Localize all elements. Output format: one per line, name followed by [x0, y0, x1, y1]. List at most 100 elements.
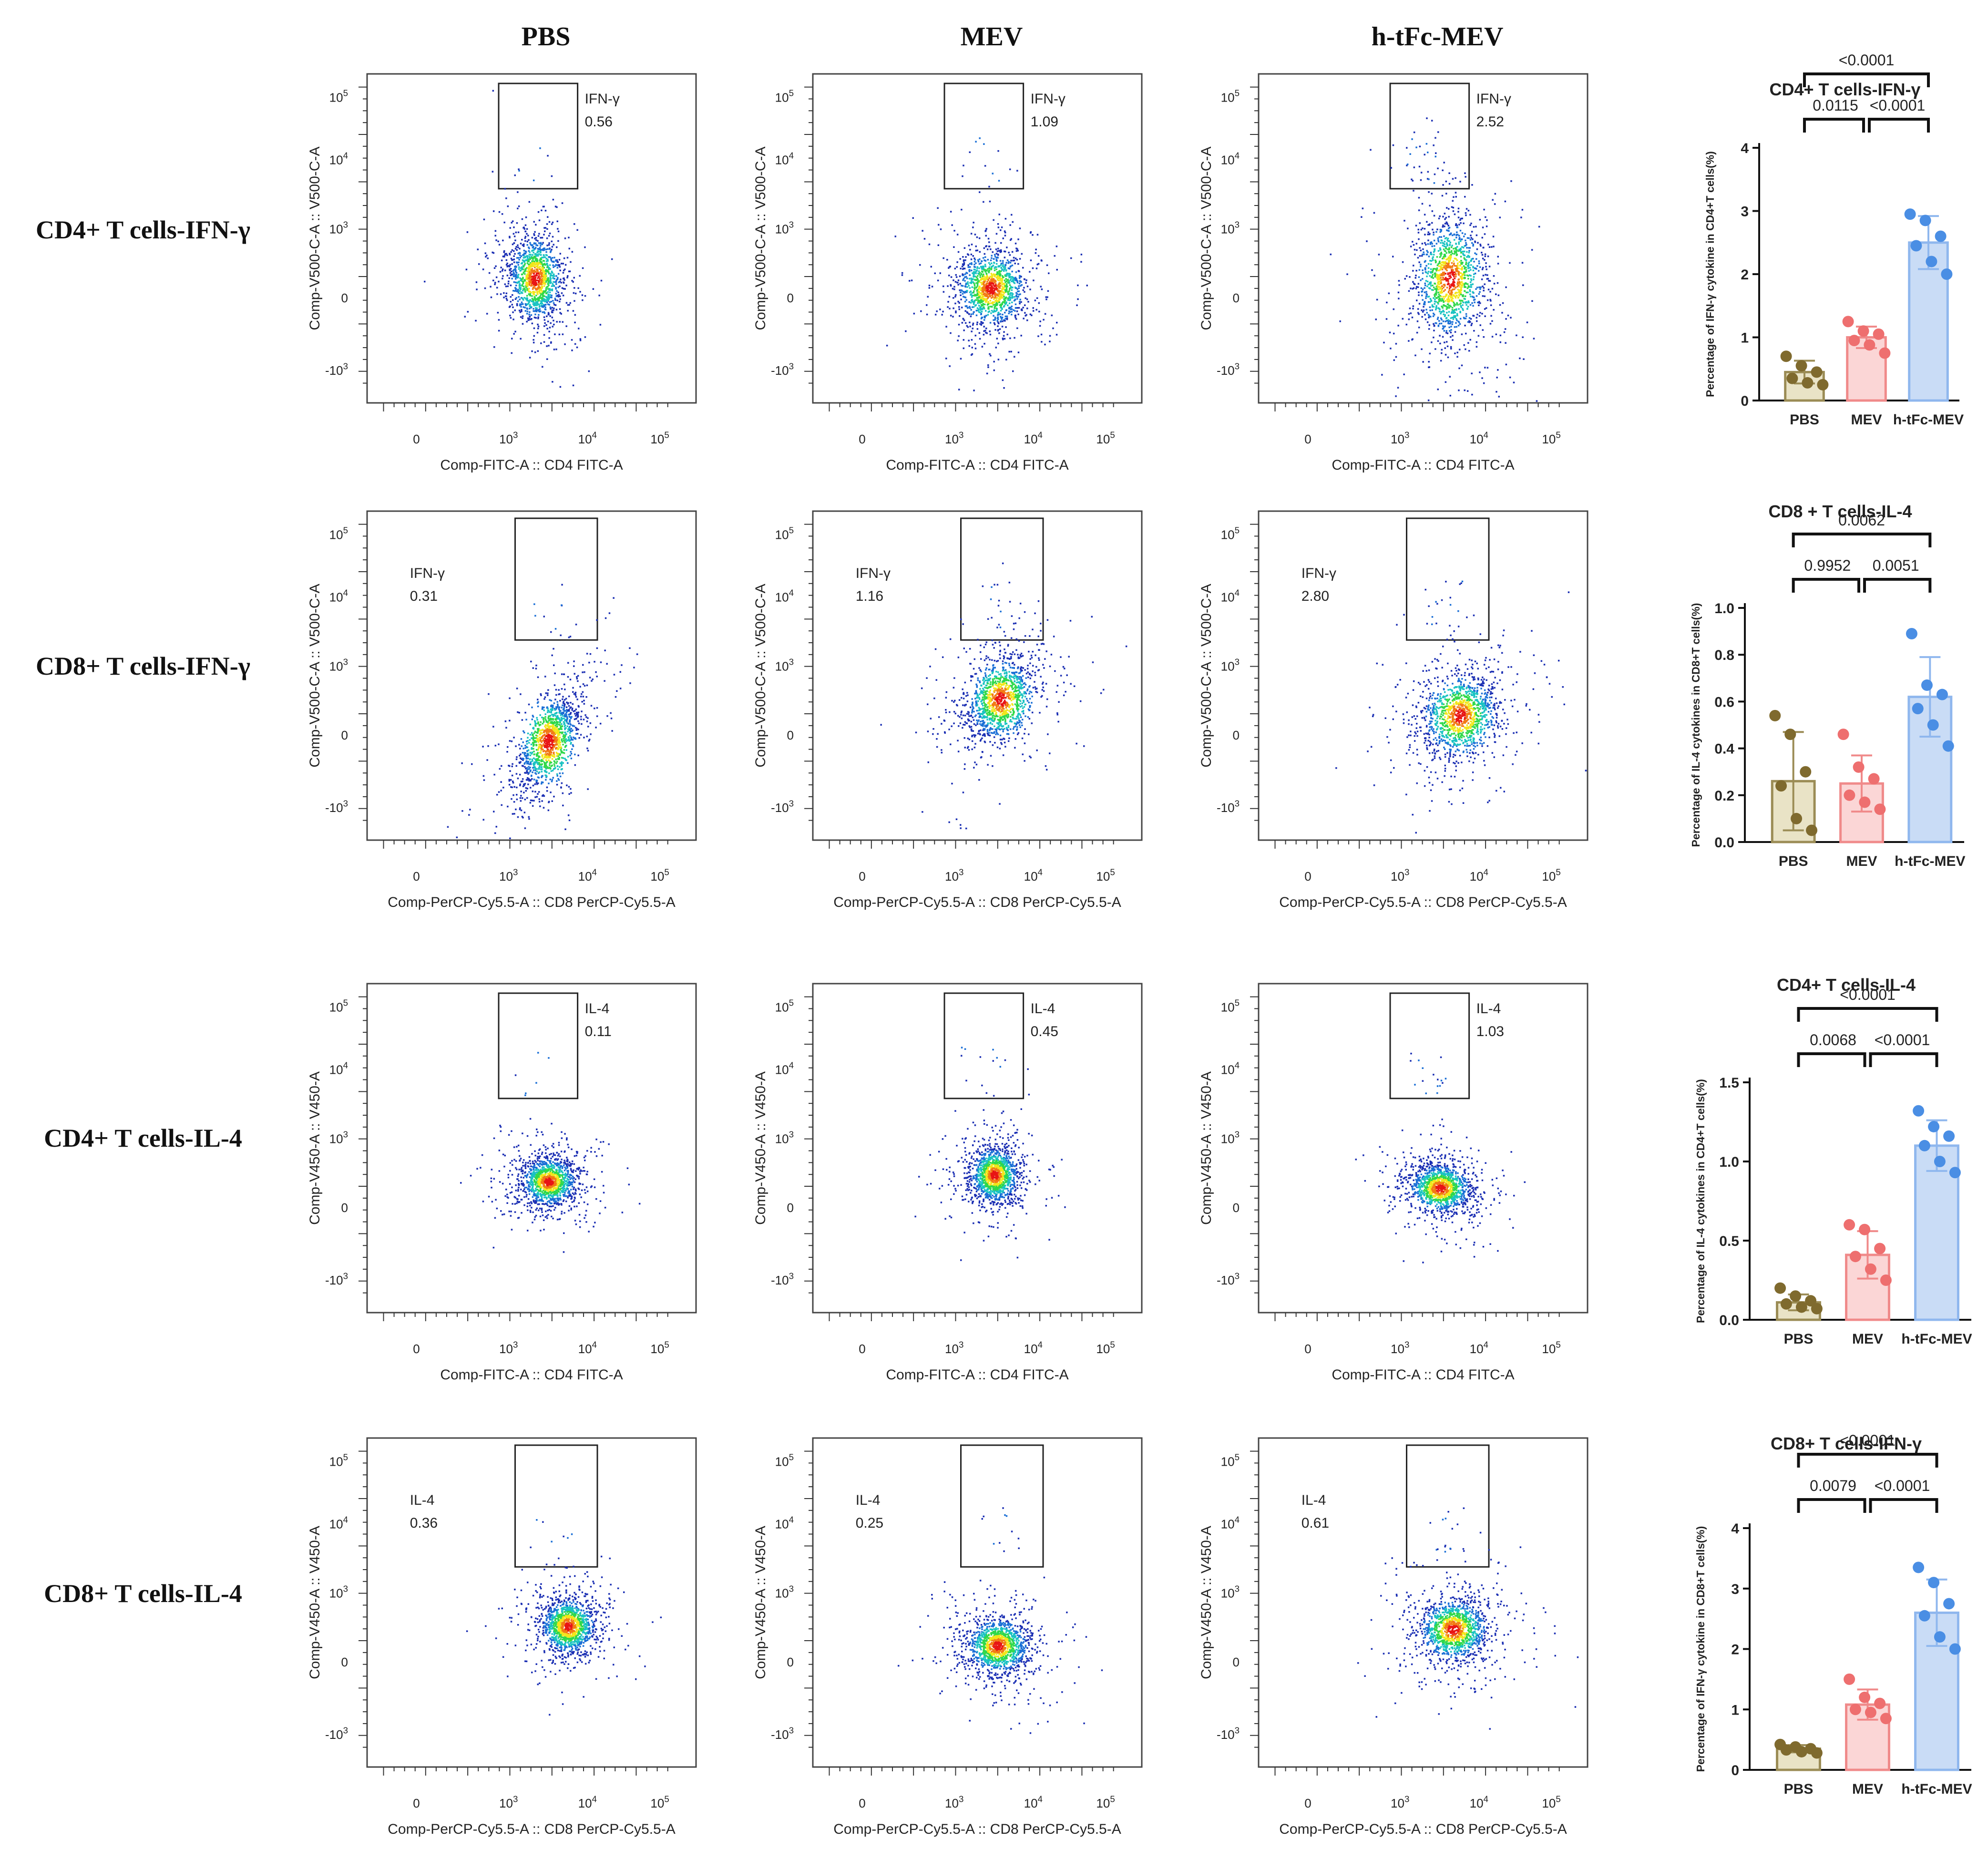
bar-x-tick-label: MEV	[1846, 853, 1877, 869]
gate-value: 0.36	[410, 1515, 438, 1531]
data-point	[1949, 1643, 1961, 1655]
flow-plot-frame	[366, 510, 697, 841]
flow-x-tick: 105	[650, 1794, 669, 1810]
data-point	[1910, 240, 1922, 252]
gate-label: IL-4	[410, 1492, 435, 1508]
flow-y-tick: 103	[329, 1584, 348, 1601]
data-point	[1774, 1282, 1786, 1294]
data-point	[1844, 1673, 1855, 1685]
flow-y-tick: 0	[787, 291, 794, 305]
significance-bracket	[1863, 578, 1932, 593]
significance-bracket	[1797, 1453, 1938, 1468]
flow-y-tick: -103	[771, 798, 794, 815]
flow-x-tick: 104	[1470, 867, 1488, 884]
flow-plot-frame	[366, 983, 697, 1314]
flow-x-tick: 103	[499, 867, 518, 884]
data-point	[1943, 1130, 1955, 1142]
data-point	[1775, 780, 1787, 792]
bar-y-tick-label: 2	[1731, 1642, 1739, 1658]
flow-x-tick: 105	[1542, 1339, 1560, 1356]
data-point	[1913, 1562, 1925, 1573]
significance-bracket	[1869, 1052, 1938, 1067]
flow-x-tick: 0	[859, 1342, 865, 1356]
flow-x-tick: 105	[1542, 867, 1560, 884]
data-point	[1780, 350, 1792, 362]
bar-chart-title: CD8 + T cells-IL-4	[1768, 502, 1912, 521]
data-point	[1806, 824, 1818, 836]
flow-y-tick: 104	[1221, 1515, 1240, 1531]
flow-x-tick: 0	[1304, 869, 1311, 884]
gate-value: 0.61	[1301, 1515, 1329, 1531]
data-point	[1811, 1303, 1823, 1315]
gate-box	[1389, 82, 1470, 190]
gate-value: 0.56	[585, 114, 613, 130]
bar-chart-title: CD4+ T cells-IL-4	[1777, 975, 1916, 995]
data-point	[1844, 789, 1855, 801]
flow-x-tick: 104	[578, 867, 597, 884]
flow-y-tick: 0	[787, 1655, 794, 1669]
significance-bracket	[1797, 1007, 1938, 1022]
data-point	[1868, 773, 1880, 785]
significance-bracket	[1797, 1052, 1866, 1067]
flow-y-tick: 104	[1221, 151, 1240, 167]
significance-bracket	[1869, 1498, 1938, 1513]
data-point	[1912, 703, 1924, 715]
flow-plot-frame	[1258, 73, 1588, 404]
significance-label: 0.0051	[1873, 557, 1919, 574]
bar-y-tick-label: 1	[1731, 1702, 1739, 1718]
flow-x-tick: 105	[1542, 430, 1560, 446]
flow-y-tick: 104	[329, 588, 348, 605]
flow-y-tick: 103	[329, 220, 348, 236]
data-point	[1817, 379, 1829, 390]
significance-label: <0.0001	[1875, 1031, 1930, 1048]
flow-y-axis-title: Comp-V500-C-A :: V500-C-A	[307, 146, 323, 330]
flow-y-tick: 105	[775, 998, 794, 1015]
flow-x-tick: 103	[945, 1794, 963, 1810]
data-point	[1934, 1631, 1946, 1643]
flow-plot-frame	[812, 73, 1143, 404]
data-point	[1906, 628, 1917, 640]
gate-label: IL-4	[1301, 1492, 1326, 1508]
flow-plot-frame	[812, 983, 1143, 1314]
data-point	[1879, 347, 1891, 359]
flow-y-tick: 105	[775, 1452, 794, 1469]
flow-x-axis-title: Comp-PerCP-Cy5.5-A :: CD8 PerCP-Cy5.5-A	[388, 894, 676, 910]
flow-y-tick: 104	[775, 1060, 794, 1077]
gate-value: 0.25	[856, 1515, 883, 1531]
flow-y-tick: -103	[1217, 1271, 1240, 1287]
data-point	[1904, 208, 1916, 220]
data-point	[1935, 230, 1947, 242]
significance-label: 0.0068	[1810, 1031, 1856, 1048]
flow-y-tick: 104	[1221, 1060, 1240, 1077]
flow-y-tick: 105	[329, 525, 348, 542]
flow-x-tick: 104	[1024, 1339, 1043, 1356]
significance-bracket	[1803, 72, 1930, 87]
flow-y-tick: -103	[325, 1725, 348, 1742]
flow-y-axis-title: Comp-V450-A :: V450-A	[1199, 1071, 1214, 1225]
flow-x-tick: 0	[413, 1796, 420, 1810]
flow-x-tick: 0	[1304, 1342, 1311, 1356]
significance-label: 0.0079	[1810, 1477, 1856, 1494]
data-point	[1805, 1295, 1817, 1307]
flow-y-axis-title: Comp-V450-A :: V450-A	[307, 1071, 323, 1225]
flow-y-tick: -103	[325, 1271, 348, 1287]
flow-x-axis-title: Comp-PerCP-Cy5.5-A :: CD8 PerCP-Cy5.5-A	[388, 1821, 676, 1837]
flow-y-tick: 104	[775, 1515, 794, 1531]
bar-y-tick-label: 0	[1731, 1763, 1739, 1778]
gate-label: IL-4	[1476, 1001, 1501, 1017]
flow-x-axis-title: Comp-PerCP-Cy5.5-A :: CD8 PerCP-Cy5.5-A	[833, 1821, 1121, 1837]
data-point	[1786, 372, 1798, 384]
flow-x-tick: 0	[859, 1796, 865, 1810]
flow-y-tick: 104	[329, 151, 348, 167]
significance-bracket	[1792, 533, 1932, 547]
data-point	[1780, 1744, 1792, 1756]
flow-x-tick: 0	[413, 432, 420, 446]
flow-y-axis-title: Comp-V500-C-A :: V500-C-A	[753, 146, 769, 330]
data-point	[1874, 1697, 1886, 1709]
flow-event-cloud	[1355, 1052, 1526, 1264]
flow-x-tick: 103	[1391, 430, 1409, 446]
flow-x-tick: 105	[1096, 1339, 1115, 1356]
flow-y-axis-title: Comp-V450-A :: V450-A	[753, 1526, 769, 1679]
bar-y-tick-label: 3	[1741, 204, 1749, 220]
bar-x-tick-label: PBS	[1790, 412, 1819, 428]
